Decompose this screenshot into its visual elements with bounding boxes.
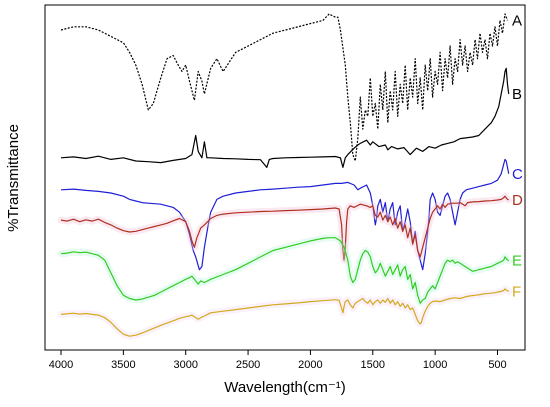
x-tick-label: 3000: [173, 359, 197, 371]
x-tick-label: 500: [488, 359, 506, 371]
plot-frame: [44, 4, 526, 351]
x-tick-label: 2500: [236, 359, 260, 371]
x-tick-label: 1500: [361, 359, 385, 371]
series-b-label: B: [512, 86, 522, 103]
series-e-label: E: [512, 253, 522, 270]
x-tick-label: 4000: [49, 359, 73, 371]
series-f-line: [60, 288, 509, 337]
series-c-line: [60, 158, 510, 271]
x-tick-label: 2000: [298, 359, 322, 371]
x-tick-label: 3500: [111, 359, 135, 371]
series-c-label: C: [512, 166, 523, 183]
series-a-label: A: [512, 12, 522, 29]
traces-layer: [57, 13, 513, 340]
x-tick-label: 1000: [423, 359, 447, 371]
series-a-line: [60, 13, 509, 162]
series-d-label: D: [512, 192, 523, 209]
series-e-line: [60, 237, 509, 304]
series-d-line: [60, 195, 509, 261]
x-axis-label: Wavelength(cm⁻¹): [224, 379, 346, 396]
series-labels: A B CD EF: [512, 12, 523, 300]
x-axis-ticks: 4000 3500 3000 2500 2000 1500 1000 500: [49, 350, 507, 371]
series-f-label: F: [512, 283, 521, 300]
y-axis-label: %Transmittance: [5, 124, 22, 232]
series-b-line: [60, 67, 510, 168]
